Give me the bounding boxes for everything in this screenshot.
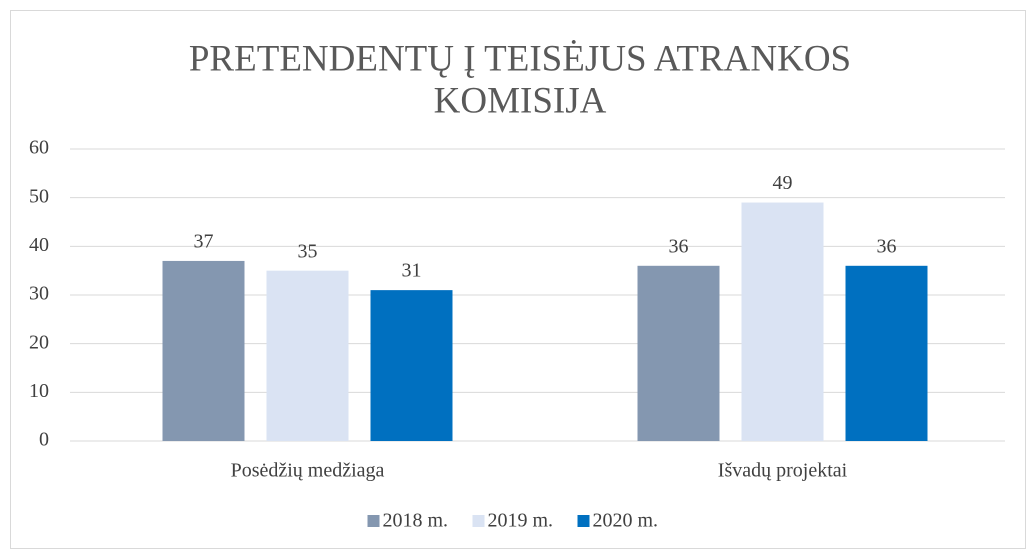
bar — [266, 270, 349, 441]
legend-label: 2018 m. — [383, 510, 449, 532]
bar — [637, 265, 720, 441]
chart-title: PRETENDENTŲ Į TEISĖJUS ATRANKOS — [189, 38, 851, 79]
y-tick-label: 40 — [29, 234, 49, 256]
y-tick-label: 20 — [29, 331, 49, 353]
legend-swatch — [577, 515, 590, 527]
y-tick-label: 60 — [29, 137, 49, 159]
bar — [370, 290, 453, 441]
y-tick-label: 50 — [29, 185, 49, 207]
data-label: 31 — [402, 260, 422, 282]
y-tick-label: 30 — [29, 283, 49, 305]
chart-title: KOMISIJA — [434, 80, 607, 121]
legend-swatch — [472, 515, 485, 527]
x-tick-label: Išvadų projektai — [718, 460, 848, 482]
legend-label: 2020 m. — [593, 510, 659, 532]
data-label: 36 — [669, 235, 689, 257]
data-label: 49 — [773, 172, 793, 194]
y-tick-label: 10 — [29, 380, 49, 402]
y-tick-label: 0 — [39, 429, 49, 451]
bar — [162, 260, 245, 441]
data-label: 35 — [298, 240, 318, 262]
legend-swatch — [367, 515, 380, 527]
x-tick-label: Posėdžių medžiaga — [231, 460, 385, 482]
legend-label: 2019 m. — [488, 510, 554, 532]
data-label: 36 — [877, 235, 897, 257]
data-label: 37 — [194, 231, 214, 253]
bar — [845, 265, 928, 441]
bar — [741, 202, 824, 441]
